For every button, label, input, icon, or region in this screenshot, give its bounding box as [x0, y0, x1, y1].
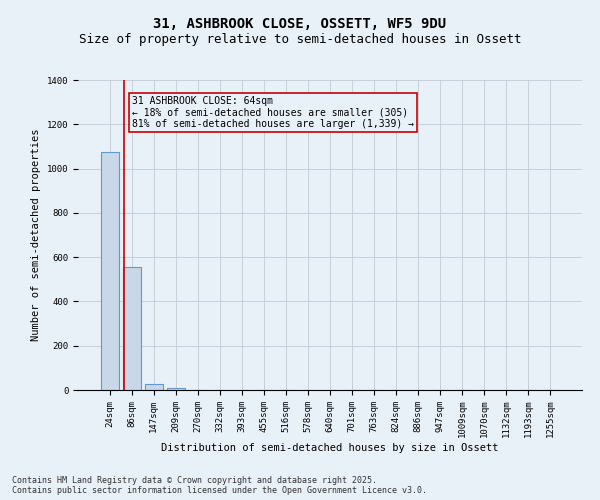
Y-axis label: Number of semi-detached properties: Number of semi-detached properties: [31, 128, 41, 341]
Text: 31 ASHBROOK CLOSE: 64sqm
← 18% of semi-detached houses are smaller (305)
81% of : 31 ASHBROOK CLOSE: 64sqm ← 18% of semi-d…: [132, 96, 414, 128]
Bar: [145, 384, 163, 390]
X-axis label: Distribution of semi-detached houses by size in Ossett: Distribution of semi-detached houses by …: [161, 443, 499, 453]
Text: Size of property relative to semi-detached houses in Ossett: Size of property relative to semi-detach…: [79, 32, 521, 46]
Bar: [167, 388, 185, 390]
Text: Contains HM Land Registry data © Crown copyright and database right 2025.
Contai: Contains HM Land Registry data © Crown c…: [12, 476, 427, 495]
Text: 31, ASHBROOK CLOSE, OSSETT, WF5 9DU: 31, ASHBROOK CLOSE, OSSETT, WF5 9DU: [154, 18, 446, 32]
Bar: [101, 152, 119, 390]
Bar: [123, 267, 140, 390]
